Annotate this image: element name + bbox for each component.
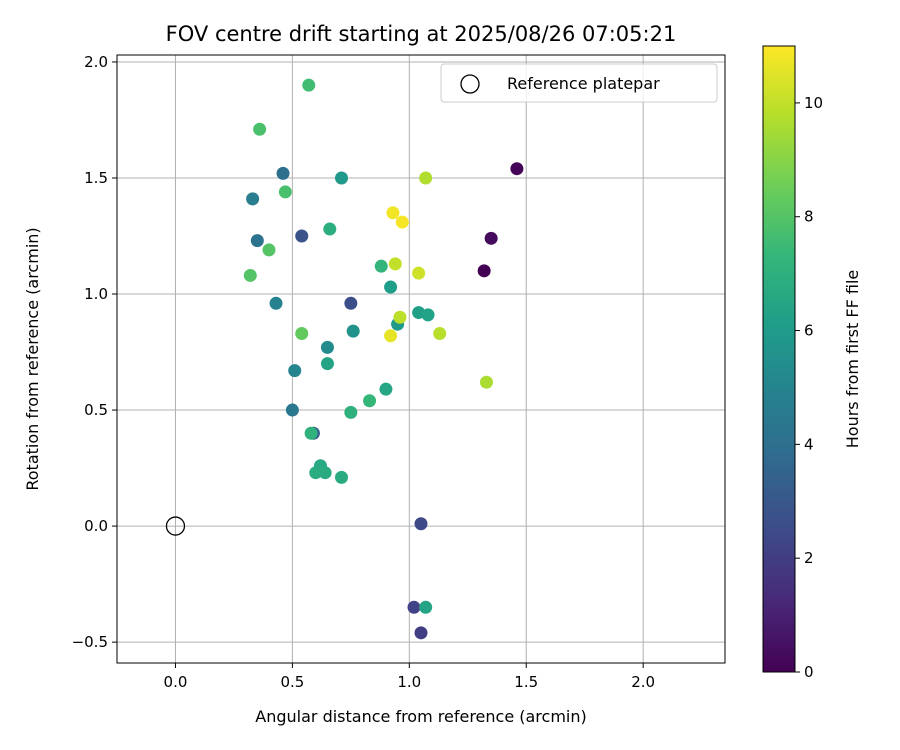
colorbar-tick-label: 6 <box>804 322 814 340</box>
data-point <box>412 266 426 280</box>
data-point <box>253 122 267 136</box>
data-point <box>433 326 447 340</box>
y-tick-label: 1.5 <box>84 169 108 187</box>
data-point <box>295 229 309 243</box>
data-point <box>388 257 402 271</box>
data-point <box>477 264 491 278</box>
data-point <box>419 600 433 614</box>
data-point <box>421 308 435 322</box>
data-point <box>285 403 299 417</box>
data-point <box>363 394 377 408</box>
data-point <box>250 234 264 248</box>
x-axis-label: Angular distance from reference (arcmin) <box>255 707 586 726</box>
chart-title: FOV centre drift starting at 2025/08/26 … <box>166 22 677 46</box>
y-tick-label: 1.0 <box>84 285 108 303</box>
colorbar-frame <box>762 45 796 673</box>
data-point <box>246 192 260 206</box>
data-point <box>346 324 360 338</box>
data-point <box>323 222 337 236</box>
data-points <box>243 78 524 640</box>
x-tick-label: 1.0 <box>397 673 421 691</box>
x-axis-ticks: 0.0 0.5 1.0 1.5 2.0 <box>164 663 655 691</box>
data-point <box>320 357 334 371</box>
data-point <box>334 470 348 484</box>
legend-reference-marker <box>460 74 480 94</box>
y-tick-label: 0.5 <box>84 401 108 419</box>
data-point <box>302 78 316 92</box>
data-point <box>309 466 323 480</box>
colorbar-gradient <box>763 46 795 672</box>
legend: Reference platepar <box>440 63 718 103</box>
y-tick-label: 2.0 <box>84 53 108 71</box>
data-point <box>334 171 348 185</box>
data-point <box>288 364 302 378</box>
data-point <box>510 162 524 176</box>
data-point <box>414 626 428 640</box>
data-point <box>262 243 276 257</box>
data-point <box>384 329 398 343</box>
data-point <box>295 326 309 340</box>
colorbar: 0 2 4 6 8 10 Hours from first FF file <box>762 45 862 681</box>
data-point <box>395 215 409 229</box>
reference-platepar-marker <box>165 516 186 536</box>
colorbar-label: Hours from first FF file <box>843 270 862 449</box>
x-tick-label: 2.0 <box>631 673 655 691</box>
legend-box <box>440 63 718 103</box>
data-point <box>419 171 433 185</box>
colorbar-tick-label: 2 <box>804 549 814 567</box>
data-point <box>278 185 292 199</box>
colorbar-tick-label: 4 <box>804 435 814 453</box>
y-axis-ticks: −0.5 0.0 0.5 1.0 1.5 2.0 <box>72 53 117 651</box>
data-point <box>379 382 393 396</box>
data-point <box>304 426 318 440</box>
y-tick-label: −0.5 <box>72 633 108 651</box>
colorbar-tick-label: 8 <box>804 208 814 226</box>
colorbar-tick-label: 10 <box>804 94 823 112</box>
colorbar-ticks: 0 2 4 6 8 10 <box>795 94 823 681</box>
data-point <box>386 206 400 220</box>
data-point <box>393 310 407 324</box>
data-point <box>269 296 283 310</box>
data-point <box>344 296 358 310</box>
x-tick-label: 0.0 <box>164 673 188 691</box>
colorbar-tick-label: 0 <box>804 663 814 681</box>
x-tick-label: 0.5 <box>280 673 304 691</box>
grid-lines <box>117 55 725 663</box>
data-point <box>318 466 332 480</box>
legend-reference-label: Reference platepar <box>507 74 660 93</box>
data-point <box>374 259 388 273</box>
data-point <box>484 231 498 245</box>
data-point <box>384 280 398 294</box>
data-point <box>243 268 257 282</box>
y-tick-label: 0.0 <box>84 517 108 535</box>
y-axis-label: Rotation from reference (arcmin) <box>23 227 42 490</box>
data-point <box>320 340 334 354</box>
plot-frame <box>116 54 726 664</box>
data-point <box>479 375 493 389</box>
x-tick-label: 1.5 <box>514 673 538 691</box>
data-point <box>414 517 428 531</box>
data-point <box>344 405 358 419</box>
data-point <box>407 600 421 614</box>
data-point <box>276 166 290 180</box>
